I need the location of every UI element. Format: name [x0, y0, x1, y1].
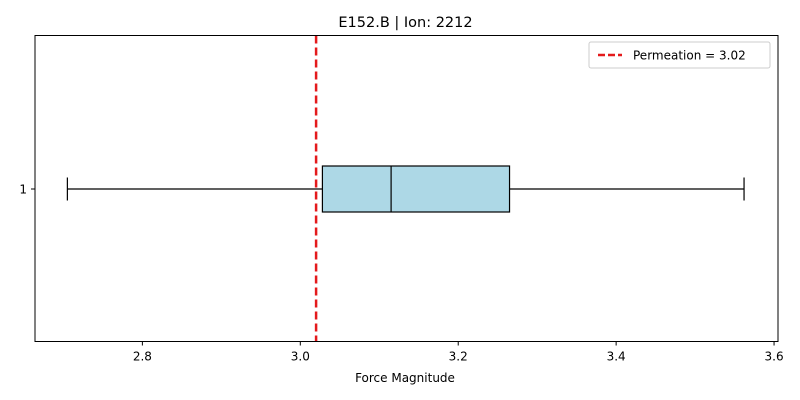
x-tick-label: 3.0	[291, 350, 310, 364]
legend-frame	[588, 41, 771, 69]
x-tick-label: 3.6	[765, 350, 784, 364]
x-tick-label: 3.4	[607, 350, 626, 364]
plot-area: 2.8 3.0 3.2 3.4 3.6 1	[19, 35, 784, 364]
chart-title: E152.B | Ion: 2212	[338, 15, 472, 31]
x-axis-label: Force Magnitude	[355, 371, 455, 385]
axes-frame	[34, 35, 779, 342]
y-tick-label: 1	[19, 183, 27, 197]
x-tick-label: 3.2	[449, 350, 468, 364]
legend: Permeation = 3.02	[588, 41, 771, 69]
x-tick-label: 2.8	[133, 350, 152, 364]
legend-label: Permeation = 3.02	[633, 49, 746, 63]
box-iqr	[321, 165, 511, 213]
